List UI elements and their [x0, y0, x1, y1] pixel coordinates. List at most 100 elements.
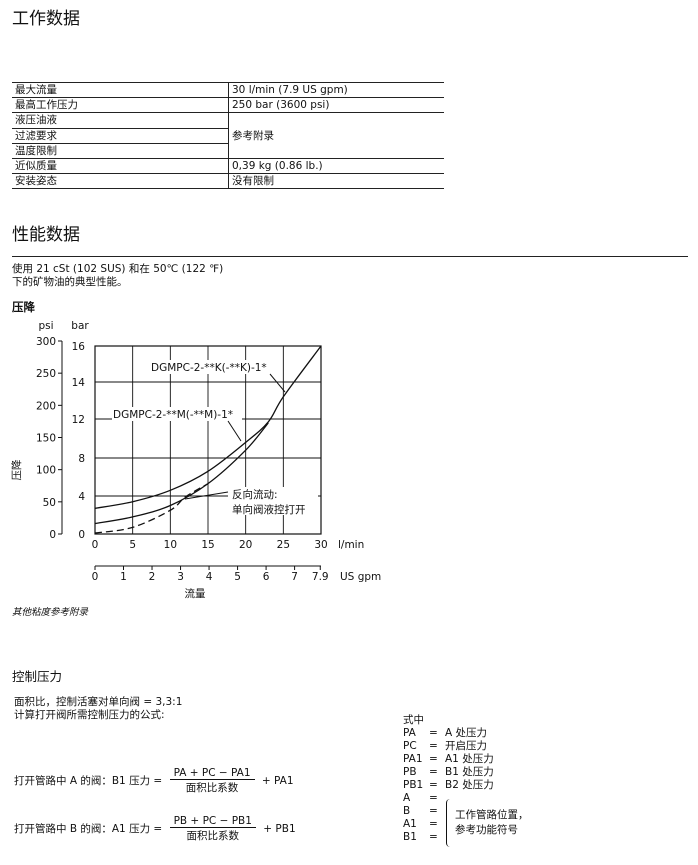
formula-tail: + PA1: [261, 775, 294, 787]
legend-symbol: PA1: [403, 753, 423, 765]
y-tick-label: 0: [78, 529, 85, 541]
legend-row: B =: [403, 805, 494, 818]
y2-tick-label: 0: [49, 529, 56, 541]
y-tick-label: 12: [72, 414, 85, 426]
chart-subtitle: 压降: [12, 300, 35, 314]
y2-tick-label: 250: [36, 368, 56, 380]
series-line-3: [94, 483, 209, 534]
legend-row: A =: [403, 792, 494, 805]
work-data-title: 工作数据: [12, 9, 80, 29]
equals-sign: =: [429, 753, 438, 765]
y-unit: bar: [71, 320, 89, 332]
annotation-m: DGMPC-2-**M(-**M)-1*: [113, 409, 233, 421]
table-row: 液压油液 参考附录: [12, 112, 444, 159]
legend-symbol: PC: [403, 740, 417, 752]
cell-label: 安装姿态: [12, 173, 229, 190]
fraction: PB + PC − PB1 面积比系数: [169, 815, 256, 843]
x2-tick-label: 7: [291, 571, 298, 583]
cell-value: 30 l/min (7.9 US gpm): [228, 81, 444, 99]
formula-label: 打开管路中 A 的阀：B1 压力 =: [14, 775, 163, 787]
annotation-reverse-2: 单向阀液控打开: [232, 503, 306, 516]
y2-tick-label: 150: [36, 433, 56, 445]
cell-label: 最大流量: [12, 81, 229, 99]
x2-tick-label: 3: [177, 571, 184, 583]
label-bg: [150, 360, 278, 374]
formula-a: 打开管路中 A 的阀：B1 压力 = PA + PC − PA1 面积比系数 + …: [14, 767, 294, 795]
work-data-table: 最大流量 30 l/min (7.9 US gpm) 最高工作压力 250 bar …: [12, 81, 444, 190]
divider: [12, 256, 688, 257]
brace-text-2: 参考功能符号: [455, 824, 518, 836]
cell-label: 过滤要求: [12, 128, 229, 144]
chart-note: 其他粘度参考附录: [12, 607, 89, 618]
x2-tick-label: 0: [92, 571, 99, 583]
equals-sign: =: [429, 831, 438, 843]
legend-row: PA1 = A1 处压力: [403, 753, 494, 766]
cell-label: 最高工作压力: [12, 97, 229, 114]
label-bg: [228, 487, 318, 515]
x-tick-label: 25: [277, 539, 290, 551]
legend-definition: B1 处压力: [445, 766, 494, 778]
x2-tick-label: 7.9: [312, 571, 329, 583]
legend-symbol: PB1: [403, 779, 424, 791]
control-line-1: 面积比，控制活塞对单向阀 = 3,3:1: [14, 696, 183, 708]
table-row: 最大流量 30 l/min (7.9 US gpm): [12, 81, 444, 99]
series-line-1: [94, 345, 322, 509]
performance-desc-1: 使用 21 cSt (102 SUS) 和在 50℃ (122 ℉): [12, 263, 224, 275]
symbol-legend: PA = A 处压力 PC = 开启压力 PA1 = A1 处压力 PB = B1 处压力 PB1 = B2…: [403, 727, 494, 844]
x-tick-label: 5: [129, 539, 136, 551]
equals-sign: =: [429, 792, 438, 804]
equals-sign: =: [429, 818, 438, 830]
formula-numerator: PA + PC − PA1: [169, 767, 255, 780]
equals-sign: =: [429, 805, 438, 817]
formula-b: 打开管路中 B 的阀：A1 压力 = PB + PC − PB1 面积比系数 + …: [14, 815, 296, 843]
y-tick-label: 8: [78, 453, 85, 465]
y-tick-label: 14: [72, 377, 86, 389]
x-tick-label: 0: [92, 539, 99, 551]
performance-title: 性能数据: [12, 225, 80, 245]
legend-row: B1 =: [403, 831, 494, 844]
cell-value: 参考附录: [228, 112, 444, 159]
annotation-reverse-1: 反向流动:: [232, 488, 278, 501]
y2-tick-label: 50: [43, 497, 56, 509]
equals-sign: =: [429, 766, 438, 778]
x2-tick-label: 6: [263, 571, 270, 583]
cell-value: 0,39 kg (0.86 lb.): [228, 158, 444, 175]
y-tick-label: 4: [78, 491, 85, 503]
legend-symbol: A1: [403, 818, 417, 830]
leader-k: [269, 373, 286, 393]
legend-definition: A1 处压力: [445, 753, 494, 765]
cell-label: 近似质量: [12, 158, 229, 175]
x2-unit: US gpm: [340, 571, 381, 583]
formula-denominator: 面积比系数: [185, 782, 239, 794]
x-unit: l/min: [338, 539, 364, 551]
x-axis-label: 流量: [185, 587, 206, 600]
legend-symbol: B: [403, 805, 411, 817]
legend-definition: 开启压力: [445, 740, 487, 752]
x2-tick-label: 2: [149, 571, 156, 583]
x2-tick-label: 1: [120, 571, 127, 583]
table-row: 近似质量 0,39 kg (0.86 lb.): [12, 158, 444, 175]
legend-row: PB1 = B2 处压力: [403, 779, 494, 792]
legend-row: PC = 开启压力: [403, 740, 494, 753]
cell-value: 没有限制: [228, 173, 444, 190]
brace: [446, 799, 452, 847]
y2-tick-label: 100: [36, 465, 56, 477]
equals-sign: =: [429, 779, 438, 791]
brace-text-1: 工作管路位置，: [455, 809, 529, 821]
cell-label: 液压油液: [12, 112, 229, 129]
formula-tail: + PB1: [263, 823, 296, 835]
control-line-2: 计算打开阀所需控制压力的公式:: [14, 709, 165, 721]
control-title: 控制压力: [12, 669, 63, 684]
legend-row: A1 =: [403, 818, 494, 831]
leader-reverse: [184, 491, 229, 500]
legend-row: PB = B1 处压力: [403, 766, 494, 779]
x2-tick-label: 4: [206, 571, 213, 583]
x2-tick-label: 5: [234, 571, 241, 583]
legend-symbol: PA: [403, 727, 416, 739]
legend-symbol: PB: [403, 766, 417, 778]
where-label: 式中: [403, 714, 424, 726]
formula-denominator: 面积比系数: [186, 830, 240, 842]
x-tick-label: 15: [201, 539, 214, 551]
x-tick-label: 30: [314, 539, 327, 551]
formula-label: 打开管路中 B 的阀：A1 压力 =: [14, 823, 163, 835]
